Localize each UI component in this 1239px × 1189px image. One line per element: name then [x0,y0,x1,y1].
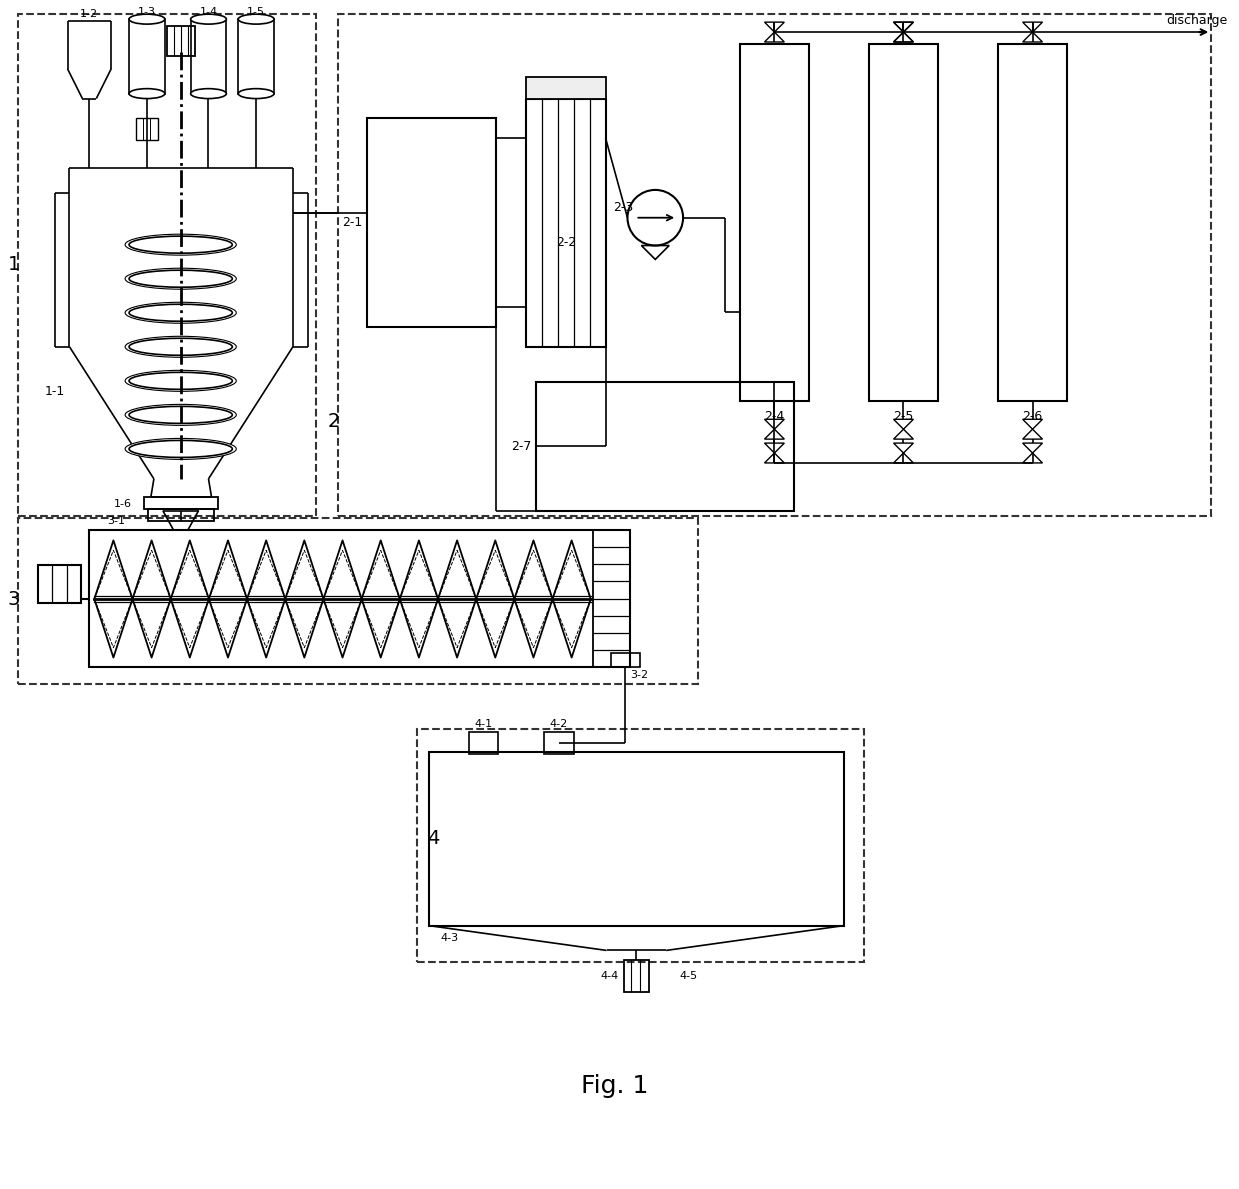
Bar [611,653,641,667]
Bar [592,530,631,667]
Ellipse shape [125,404,237,426]
Bar [136,119,157,140]
Bar [740,44,809,402]
Text: 4-4: 4-4 [600,971,618,981]
Text: 2-6: 2-6 [1022,410,1043,423]
Ellipse shape [238,89,274,99]
Text: Fig. 1: Fig. 1 [581,1075,648,1099]
Text: 1-4: 1-4 [199,7,218,17]
Bar [17,14,316,516]
Text: 2-7: 2-7 [510,440,532,453]
Text: 2-2: 2-2 [556,237,576,249]
Bar [527,77,606,99]
Bar [418,729,864,962]
Text: 3: 3 [7,591,20,610]
Text: 4-1: 4-1 [475,719,493,729]
Bar [623,961,649,992]
Bar [167,26,195,56]
Ellipse shape [129,14,165,24]
Bar [527,99,606,347]
Text: 4: 4 [427,829,440,848]
Text: 1-5: 1-5 [247,7,265,17]
Text: 3-1: 3-1 [108,516,125,526]
Text: 1-1: 1-1 [45,385,64,398]
Ellipse shape [125,269,237,289]
Bar [997,44,1067,402]
Bar [468,732,498,754]
Bar [429,751,844,925]
Bar [238,19,274,94]
Bar [89,530,631,667]
Bar [337,14,1212,516]
Text: 1-6: 1-6 [114,498,133,509]
Text: 1-2: 1-2 [81,10,98,19]
Ellipse shape [191,14,227,24]
Text: 4-3: 4-3 [441,932,458,943]
Text: 1-3: 1-3 [138,7,156,17]
Text: 2-3: 2-3 [613,201,634,214]
Text: 2-1: 2-1 [342,216,362,229]
Bar [869,44,938,402]
Ellipse shape [125,370,237,391]
Text: 2-4: 2-4 [764,410,784,423]
Bar [144,497,218,509]
Ellipse shape [129,89,165,99]
Text: 1: 1 [7,254,20,273]
Text: 4-2: 4-2 [550,719,569,729]
Ellipse shape [125,439,237,459]
Bar [17,517,698,685]
Bar [147,509,214,521]
Text: 2: 2 [327,411,339,430]
Bar [191,19,227,94]
Text: 2-5: 2-5 [893,410,913,423]
Text: 3-2: 3-2 [631,671,648,680]
Ellipse shape [238,14,274,24]
Text: 4-5: 4-5 [679,971,698,981]
Ellipse shape [125,336,237,357]
Bar [37,565,82,603]
Ellipse shape [125,234,237,256]
Bar [536,382,794,510]
Text: discharge: discharge [1167,13,1228,26]
Bar [544,732,574,754]
Bar [367,119,497,327]
Ellipse shape [125,302,237,323]
Bar [129,19,165,94]
Ellipse shape [191,89,227,99]
